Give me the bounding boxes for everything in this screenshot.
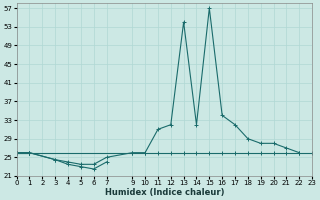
X-axis label: Humidex (Indice chaleur): Humidex (Indice chaleur) <box>105 188 224 197</box>
